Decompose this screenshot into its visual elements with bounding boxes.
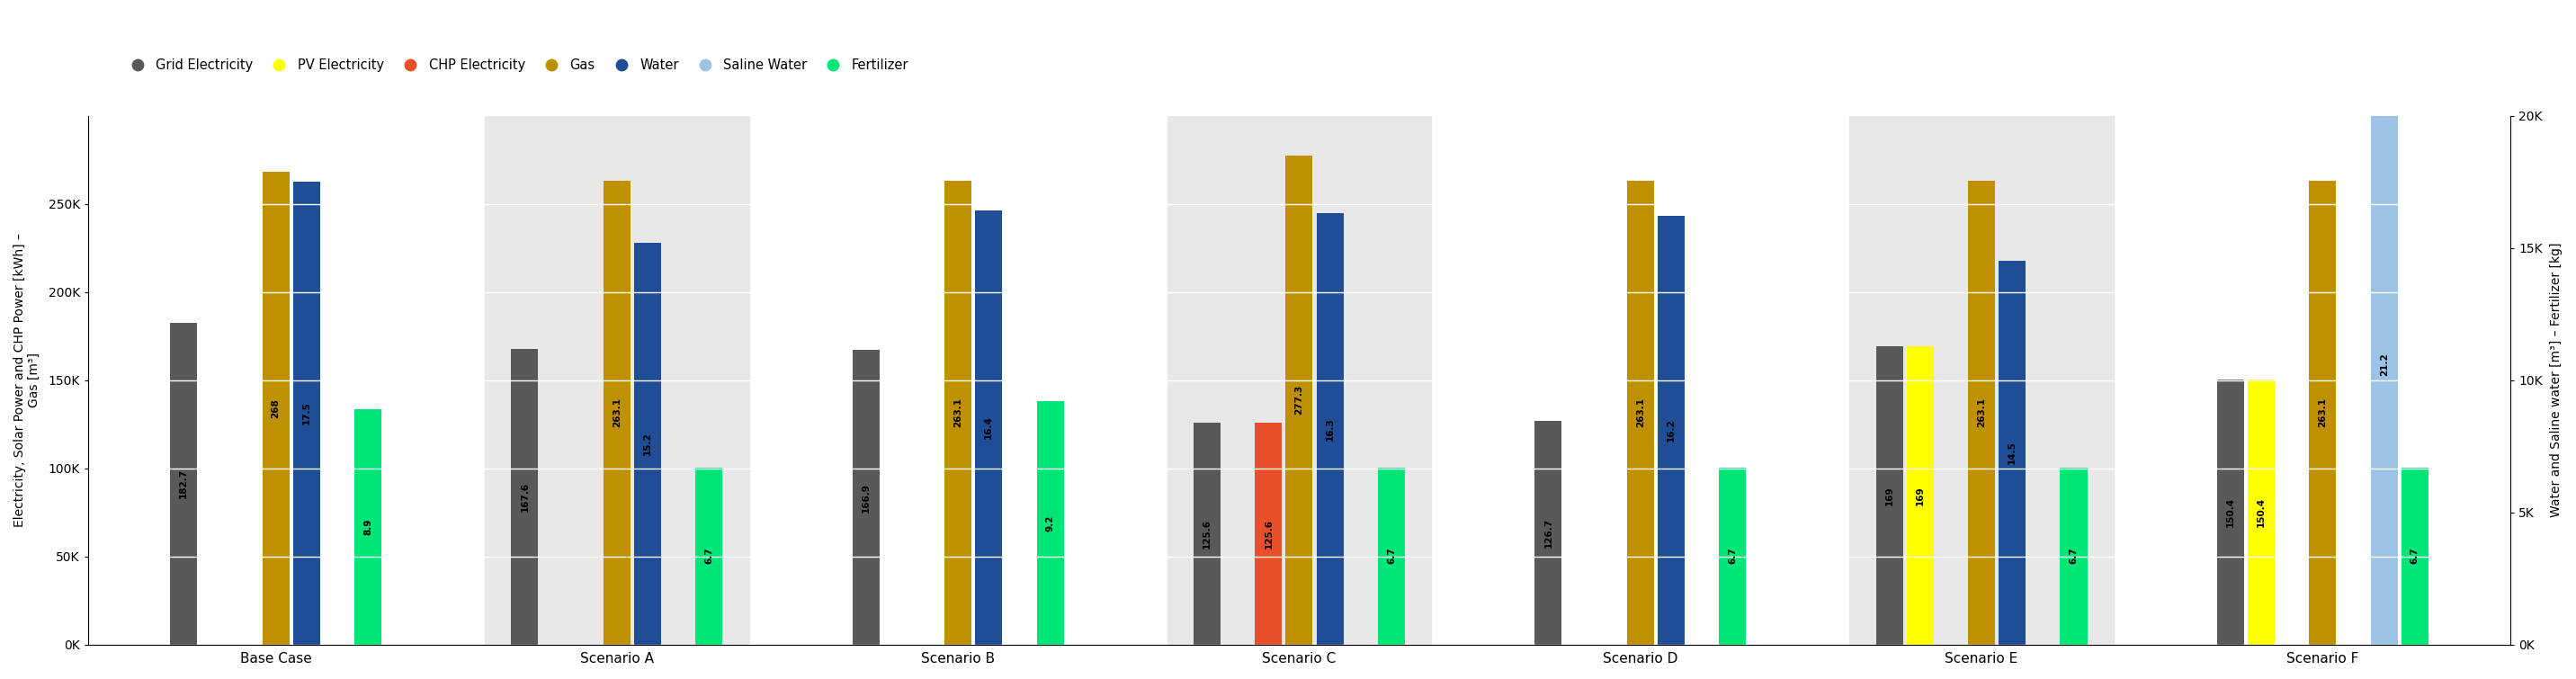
- Bar: [976, 211, 1002, 644]
- Y-axis label: Electricity, Solar Power and CHP Power [kWh] –
Gas [m³]: Electricity, Solar Power and CHP Power […: [13, 233, 41, 527]
- Bar: [170, 323, 198, 644]
- Text: 17.5: 17.5: [301, 401, 312, 425]
- Legend: Grid Electricity, PV Electricity, CHP Electricity, Gas, Water, Saline Water, Fer: Grid Electricity, PV Electricity, CHP El…: [118, 54, 914, 77]
- Bar: [2249, 380, 2275, 644]
- Text: 125.6: 125.6: [1265, 519, 1273, 549]
- Bar: [510, 349, 538, 644]
- Text: 21.2: 21.2: [2380, 352, 2388, 375]
- Text: 169: 169: [1917, 486, 1924, 505]
- Text: 6.7: 6.7: [1728, 547, 1736, 564]
- Bar: [263, 172, 289, 644]
- Bar: [1535, 421, 1561, 644]
- Bar: [1850, 115, 2112, 644]
- Bar: [1999, 261, 2025, 644]
- Text: 268: 268: [270, 399, 281, 418]
- Bar: [1968, 181, 1994, 644]
- Text: 263.1: 263.1: [1976, 398, 1986, 428]
- Bar: [1255, 423, 1283, 644]
- Bar: [1875, 346, 1904, 644]
- Text: 166.9: 166.9: [860, 483, 871, 512]
- Text: 182.7: 182.7: [180, 469, 188, 498]
- Bar: [603, 181, 631, 644]
- Bar: [484, 115, 750, 644]
- Text: 16.3: 16.3: [1327, 418, 1334, 441]
- Bar: [1167, 115, 1432, 644]
- Text: 15.2: 15.2: [644, 432, 652, 455]
- Text: 126.7: 126.7: [1543, 518, 1553, 548]
- Bar: [1718, 467, 1747, 644]
- Text: 16.4: 16.4: [984, 416, 994, 439]
- Text: 6.7: 6.7: [2411, 547, 2419, 564]
- Bar: [696, 467, 721, 644]
- Text: 6.7: 6.7: [2069, 547, 2079, 564]
- Bar: [2308, 181, 2336, 644]
- Bar: [1036, 401, 1064, 644]
- Bar: [634, 242, 662, 644]
- Y-axis label: Water and Saline water [m³] – Fertilizer [kg]: Water and Saline water [m³] – Fertilizer…: [2550, 242, 2563, 517]
- Bar: [2218, 380, 2244, 644]
- Text: 263.1: 263.1: [613, 398, 621, 428]
- Text: 150.4: 150.4: [2257, 497, 2267, 527]
- Text: 150.4: 150.4: [2226, 497, 2236, 527]
- Text: 277.3: 277.3: [1296, 385, 1303, 415]
- Text: 6.7: 6.7: [1386, 547, 1396, 564]
- Text: 16.2: 16.2: [1667, 419, 1674, 442]
- Text: 263.1: 263.1: [953, 398, 963, 428]
- Text: 169: 169: [1886, 486, 1893, 505]
- Text: 9.2: 9.2: [1046, 515, 1054, 531]
- Text: 14.5: 14.5: [2007, 441, 2017, 464]
- Bar: [1628, 181, 1654, 644]
- Bar: [1378, 467, 1404, 644]
- Bar: [2370, 84, 2398, 644]
- Bar: [1316, 213, 1345, 644]
- Bar: [2401, 467, 2429, 644]
- Text: 125.6: 125.6: [1203, 519, 1211, 549]
- Bar: [294, 182, 319, 644]
- Bar: [853, 350, 878, 644]
- Bar: [1193, 423, 1221, 644]
- Bar: [1906, 346, 1935, 644]
- Bar: [355, 409, 381, 644]
- Text: 263.1: 263.1: [1636, 398, 1646, 428]
- Bar: [1656, 216, 1685, 644]
- Bar: [945, 181, 971, 644]
- Text: 167.6: 167.6: [520, 482, 528, 512]
- Bar: [2061, 467, 2087, 644]
- Bar: [1285, 155, 1314, 644]
- Text: 8.9: 8.9: [363, 519, 374, 535]
- Text: 6.7: 6.7: [703, 547, 714, 564]
- Text: 263.1: 263.1: [2318, 398, 2326, 428]
